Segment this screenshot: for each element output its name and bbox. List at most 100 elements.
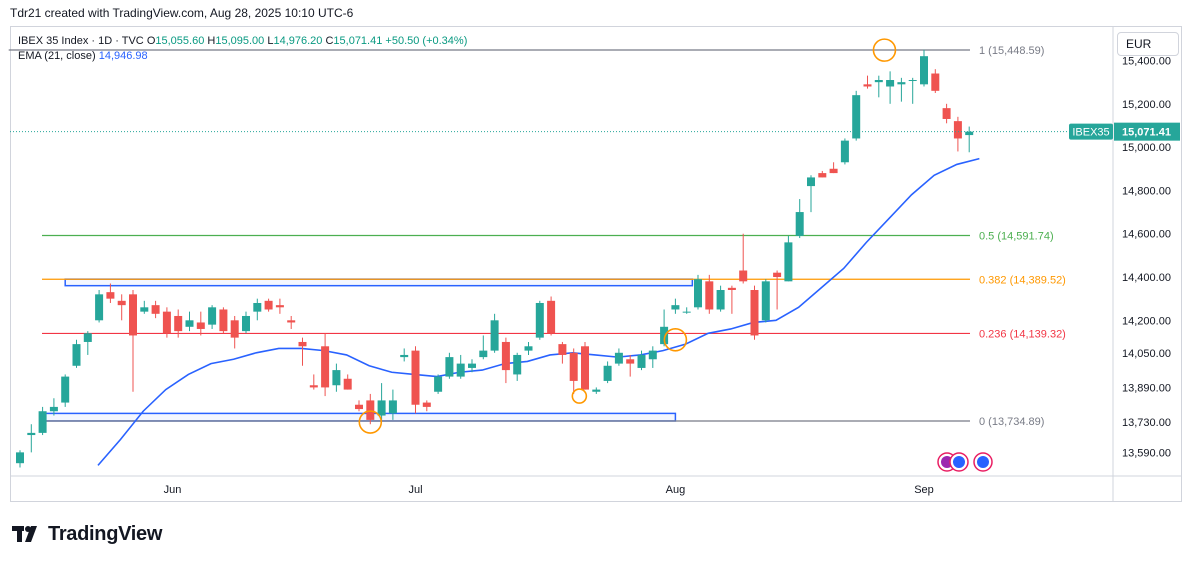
candle[interactable] <box>942 103 951 124</box>
candle[interactable] <box>445 352 454 379</box>
candle[interactable] <box>298 337 307 366</box>
candle[interactable] <box>106 283 115 303</box>
candle[interactable] <box>648 346 657 368</box>
candle[interactable] <box>727 285 736 314</box>
candle[interactable] <box>761 279 770 323</box>
candle[interactable] <box>38 406 47 436</box>
earnings-icon[interactable] <box>973 452 993 472</box>
candle-body <box>569 352 578 381</box>
candle[interactable] <box>140 300 149 314</box>
candle[interactable] <box>626 354 635 377</box>
candle[interactable] <box>321 333 330 397</box>
candle[interactable] <box>818 170 827 178</box>
candle[interactable] <box>603 361 612 384</box>
candle[interactable] <box>16 450 24 468</box>
candle[interactable] <box>219 307 228 334</box>
candle[interactable] <box>614 348 623 366</box>
candle-body <box>174 315 183 332</box>
candle[interactable] <box>501 337 510 384</box>
candle[interactable] <box>524 341 533 355</box>
candle[interactable] <box>355 400 363 412</box>
candle[interactable] <box>558 341 567 364</box>
candle[interactable] <box>490 313 499 353</box>
candle[interactable] <box>807 175 815 213</box>
candle[interactable] <box>479 335 488 360</box>
candle[interactable] <box>705 274 714 314</box>
candle-body <box>524 346 533 351</box>
candle[interactable] <box>343 374 352 390</box>
candle[interactable] <box>117 294 126 321</box>
candle[interactable] <box>953 116 962 152</box>
candle[interactable] <box>965 126 974 153</box>
candle[interactable] <box>49 398 58 416</box>
candle[interactable] <box>569 348 578 394</box>
symbol-title[interactable]: IBEX 35 Index · 1D · TVC <box>18 35 144 47</box>
candle-body <box>377 400 386 416</box>
candle[interactable] <box>682 307 691 314</box>
candle[interactable] <box>411 346 420 414</box>
candle[interactable] <box>332 363 341 392</box>
candle[interactable] <box>27 424 36 453</box>
candle[interactable] <box>829 162 838 174</box>
candle[interactable] <box>287 315 296 329</box>
ema-label[interactable]: EMA (21, close) <box>18 50 96 62</box>
candle[interactable] <box>739 233 748 284</box>
candle[interactable] <box>920 49 928 87</box>
earnings-icon[interactable] <box>949 452 969 472</box>
candle[interactable] <box>908 77 917 104</box>
candle[interactable] <box>388 389 397 420</box>
candle[interactable] <box>637 350 646 371</box>
candle[interactable] <box>874 75 883 98</box>
candle[interactable] <box>253 298 262 321</box>
candle-body <box>445 357 454 377</box>
candle[interactable] <box>535 300 544 340</box>
candle[interactable] <box>129 289 137 392</box>
candle[interactable] <box>931 69 940 93</box>
candle[interactable] <box>671 298 680 314</box>
candle[interactable] <box>897 77 906 102</box>
candle[interactable] <box>400 348 409 362</box>
candle-body <box>863 84 872 87</box>
candle[interactable] <box>185 311 194 332</box>
candle[interactable] <box>242 311 250 334</box>
candle[interactable] <box>694 274 702 310</box>
ema-series-line[interactable] <box>97 157 980 466</box>
candle[interactable] <box>773 270 782 310</box>
candle[interactable] <box>366 393 375 425</box>
candle[interactable] <box>547 296 556 336</box>
candle[interactable] <box>581 341 589 390</box>
candle[interactable] <box>863 75 872 89</box>
candle[interactable] <box>716 285 725 312</box>
candle[interactable] <box>377 383 386 420</box>
candle[interactable] <box>230 315 239 349</box>
candle[interactable] <box>456 354 465 379</box>
candle[interactable] <box>784 235 793 282</box>
candle[interactable] <box>886 71 895 104</box>
candle[interactable] <box>840 138 849 165</box>
candle[interactable] <box>513 352 522 381</box>
candle[interactable] <box>83 331 92 355</box>
candle[interactable] <box>61 374 70 407</box>
candle[interactable] <box>196 311 205 336</box>
pivot-markers <box>358 38 897 434</box>
candle[interactable] <box>162 307 171 338</box>
candle[interactable] <box>174 309 183 338</box>
candle[interactable] <box>95 289 104 323</box>
ema-legend: EMA (21, close) 14,946.98 <box>18 49 467 64</box>
candle[interactable] <box>264 298 273 312</box>
candle[interactable] <box>275 298 284 314</box>
candle[interactable] <box>422 400 431 412</box>
price-zone[interactable] <box>64 278 694 287</box>
candle[interactable] <box>208 305 217 329</box>
candle[interactable] <box>852 90 861 141</box>
candle[interactable] <box>592 387 601 394</box>
candle[interactable] <box>72 339 81 368</box>
candle[interactable] <box>795 199 804 239</box>
candle[interactable] <box>434 374 443 394</box>
candle[interactable] <box>468 359 476 373</box>
currency-button[interactable]: EUR <box>1117 32 1179 56</box>
candle[interactable] <box>750 285 759 340</box>
candle[interactable] <box>151 300 160 319</box>
candle[interactable] <box>309 374 318 390</box>
